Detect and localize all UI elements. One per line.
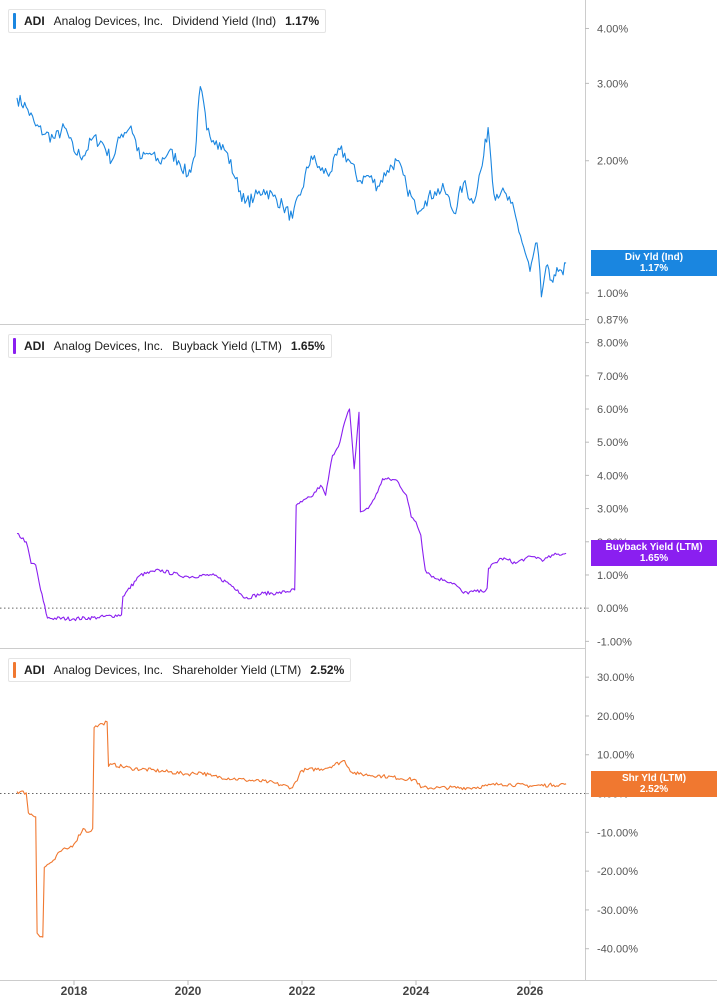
series-line [16,720,567,938]
tag-label: Shr Yld (LTM) [621,772,687,784]
x-tick-label: 2018 [61,984,88,998]
x-tick-label: 2022 [289,984,316,998]
legend-box: ADI Analog Devices, Inc. Buyback Yield (LT… [8,334,332,358]
x-tick-label: 2020 [175,984,202,998]
x-tick-label: 2026 [517,984,544,998]
y-tick-label: -10.00% [597,827,638,839]
y-tick-label: -30.00% [597,905,638,917]
x-tick-label: 2024 [403,984,430,998]
y-tick-label: 0.87% [597,315,628,327]
y-tick-label: 6.00% [597,404,628,416]
legend-metric: Shareholder Yield (LTM) [172,663,302,677]
current-value-tag: Buyback Yield (LTM) 1.65% [591,540,717,567]
tag-label: Buyback Yield (LTM) [605,542,703,554]
y-tick-label: 1.00% [597,288,628,300]
tag-value: 1.65% [639,553,669,565]
legend-box: ADI Analog Devices, Inc. Dividend Yield (I… [8,9,327,33]
legend-value: 1.65% [290,339,325,353]
current-value-tag: Div Yld (Ind) 1.17% [591,250,717,277]
series-color-swatch [13,662,16,678]
legend-metric: Buyback Yield (LTM) [172,339,282,353]
current-value-tag: Shr Yld (LTM) 2.52% [591,770,717,797]
y-tick-label: 4.00% [597,23,628,35]
y-tick-label: 30.00% [597,672,635,684]
y-tick-label: 2.00% [597,156,628,168]
series-line [16,86,567,298]
legend-metric: Dividend Yield (Ind) [172,14,277,28]
series-color-swatch [13,13,16,29]
y-tick-label: -40.00% [597,944,638,956]
tag-value: 2.52% [639,783,669,795]
legend-company: Analog Devices, Inc. [53,14,164,28]
y-tick-label: 1.00% [597,570,628,582]
y-tick-label: 5.00% [597,437,628,449]
y-tick-label: 7.00% [597,371,628,383]
y-tick-label: 3.00% [597,78,628,90]
series-line [16,408,567,622]
y-tick-label: -20.00% [597,866,638,878]
y-tick-label: 20.00% [597,711,635,723]
legend-ticker: ADI [24,663,45,677]
legend-company: Analog Devices, Inc. [53,663,164,677]
y-tick-label: 0.00% [597,603,628,615]
y-tick-label: -1.00% [597,636,632,648]
tag-value: 1.17% [639,263,669,275]
legend-box: ADI Analog Devices, Inc. Shareholder Yield… [8,658,352,682]
legend-ticker: ADI [24,14,45,28]
tag-label: Div Yld (Ind) [624,252,684,264]
y-tick-label: 10.00% [597,750,635,762]
legend-value: 2.52% [310,663,345,677]
y-tick-label: 4.00% [597,470,628,482]
y-tick-label: 3.00% [597,504,628,516]
legend-ticker: ADI [24,339,45,353]
legend-value: 1.17% [285,14,320,28]
y-tick-label: 8.00% [597,338,628,350]
legend-company: Analog Devices, Inc. [53,339,164,353]
series-color-swatch [13,338,16,354]
